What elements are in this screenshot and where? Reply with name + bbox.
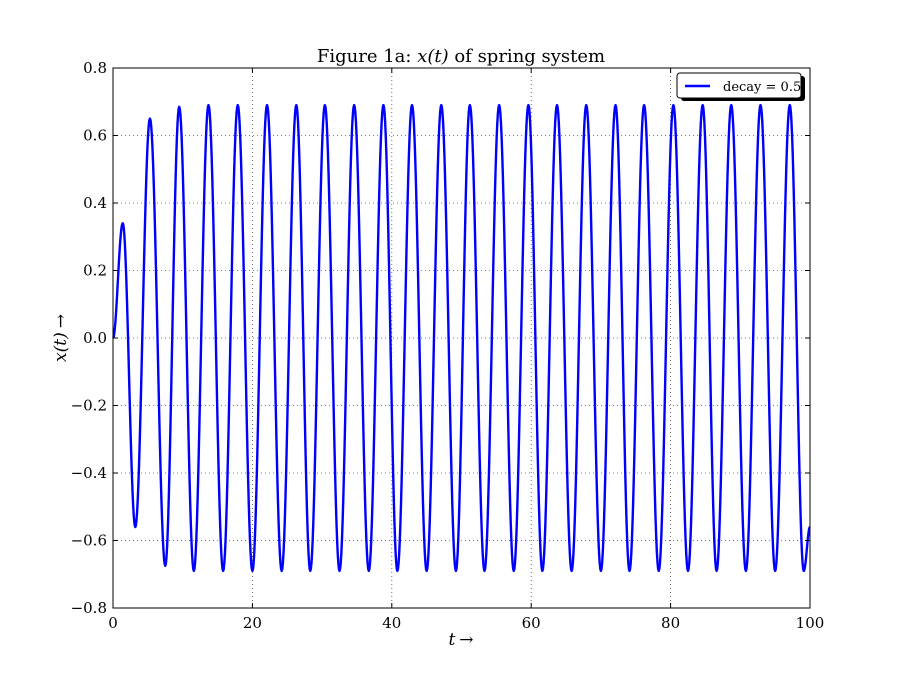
series-layer (112, 103, 811, 573)
legend: decay = 0.5 (676, 72, 805, 101)
x-tick-label: 40 (382, 614, 401, 632)
y-axis-label-arrow: → (51, 314, 71, 328)
x-tick-label: 20 (243, 614, 262, 632)
legend-box (676, 72, 802, 99)
ticks (112, 67, 811, 609)
x-axis-label: t → (448, 630, 473, 650)
y-tick-label: −0.4 (71, 464, 107, 482)
x-axis-label-math: t (448, 630, 455, 650)
x-tick-label: 80 (661, 614, 680, 632)
y-tick-label: 0.2 (83, 262, 107, 280)
y-tick-label: 0.6 (83, 127, 107, 145)
chart-title-suffix: of spring system (449, 46, 606, 67)
y-tick-label: −0.2 (71, 397, 107, 415)
x-tick-label: 60 (522, 614, 541, 632)
x-axis-label-arrow: → (459, 630, 473, 650)
y-tick-label: 0.4 (83, 194, 107, 212)
legend-label: decay = 0.5 (723, 80, 801, 95)
series-line-decay (112, 103, 811, 573)
x-tick-label: 0 (108, 614, 118, 632)
y-tick-label: −0.8 (71, 599, 107, 617)
y-tick-label: 0.0 (83, 329, 107, 347)
y-tick-label: 0.8 (83, 59, 107, 77)
chart-title: Figure 1a: x(t) of spring system (317, 46, 605, 67)
chart-title-math: x(t) (417, 46, 448, 67)
tick-labels: 0 20 40 60 80 100 −0.8 −0.6 −0.4 −0.2 0.0 0.2 0.4 0.6… (71, 59, 825, 632)
chart-title-prefix: Figure 1a: (317, 46, 417, 67)
x-tick-label: 100 (796, 614, 825, 632)
y-axis-label-math: x(t) (51, 332, 71, 362)
y-axis-label: x(t) → (51, 314, 71, 362)
y-tick-label: −0.6 (71, 532, 107, 550)
